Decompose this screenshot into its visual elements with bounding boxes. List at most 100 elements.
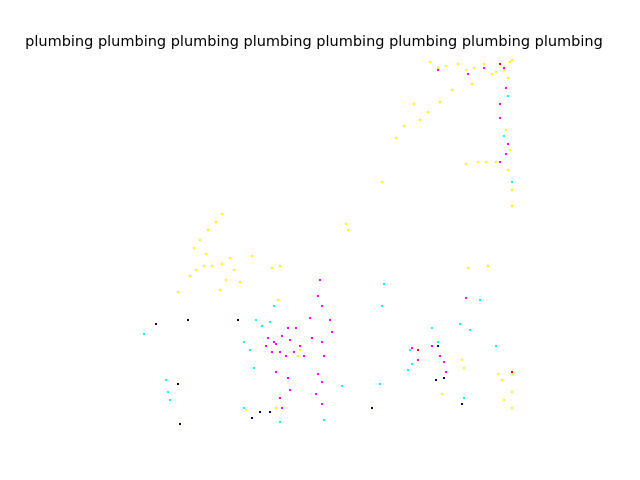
scatter-point-s0-p49 <box>239 281 241 283</box>
scatter-point-s1-p28 <box>275 343 277 345</box>
scatter-point-s0-p22 <box>505 129 507 131</box>
scatter-point-s2-p12 <box>143 333 145 335</box>
scatter-point-s0-p55 <box>487 265 489 267</box>
scatter-point-s1-p39 <box>317 373 319 375</box>
scatter-point-s3-p9 <box>435 379 437 381</box>
scatter-point-s0-p50 <box>251 255 253 257</box>
scatter-point-s1-p43 <box>431 345 433 347</box>
scatter-point-s0-p43 <box>229 257 231 259</box>
scatter-point-s0-p1 <box>437 67 439 69</box>
scatter-point-s0-p34 <box>215 221 217 223</box>
scatter-point-s1-p9 <box>499 161 501 163</box>
scatter-point-s0-p47 <box>189 275 191 277</box>
scatter-point-s0-p60 <box>511 373 513 375</box>
scatter-point-s0-p66 <box>245 409 247 411</box>
scatter-point-s0-p33 <box>221 213 223 215</box>
scatter-point-s1-p40 <box>321 381 323 383</box>
scatter-point-s0-p57 <box>463 367 465 369</box>
scatter-point-s1-p17 <box>267 337 269 339</box>
chart-title: plumbing plumbing plumbing plumbing plum… <box>25 34 603 50</box>
scatter-point-s1-p21 <box>299 345 301 347</box>
scatter-point-s2-p28 <box>243 407 245 409</box>
scatter-point-s2-p19 <box>431 327 433 329</box>
scatter-point-s0-p53 <box>277 299 279 301</box>
scatter-point-s0-p12 <box>491 73 493 75</box>
scatter-point-s0-p16 <box>427 111 429 113</box>
scatter-point-s0-p45 <box>225 279 227 281</box>
scatter-point-s0-p46 <box>219 289 221 291</box>
scatter-point-s0-p2 <box>445 65 447 67</box>
scatter-point-s0-p26 <box>511 205 513 207</box>
scatter-point-s2-p24 <box>495 345 497 347</box>
scatter-point-s0-p27 <box>477 161 479 163</box>
scatter-point-s1-p27 <box>331 331 333 333</box>
scatter-point-s3-p1 <box>187 319 189 321</box>
scatter-point-s0-p41 <box>211 265 213 267</box>
scatter-point-s1-p15 <box>295 327 297 329</box>
scatter-point-s1-p20 <box>289 339 291 341</box>
scatter-point-s3-p6 <box>259 411 261 413</box>
scatter-point-s2-p2 <box>511 181 513 183</box>
scatter-point-s1-p10 <box>465 297 467 299</box>
scatter-point-s0-p20 <box>395 137 397 139</box>
scatter-point-s0-p5 <box>473 67 475 69</box>
scatter-point-s0-p10 <box>511 59 513 61</box>
scatter-point-s1-p4 <box>505 87 507 89</box>
scatter-point-s1-p42 <box>321 403 323 405</box>
scatter-point-s1-p46 <box>445 371 447 373</box>
scatter-point-s0-p48 <box>177 291 179 293</box>
scatter-point-s0-p8 <box>503 69 505 71</box>
scatter-point-s0-p24 <box>507 169 509 171</box>
scatter-point-s1-p8 <box>505 153 507 155</box>
scatter-point-s2-p6 <box>249 349 251 351</box>
scatter-point-s2-p11 <box>169 399 171 401</box>
scatter-point-s1-p44 <box>439 355 441 357</box>
scatter-point-s0-p11 <box>507 77 509 79</box>
scatter-point-s2-p17 <box>411 363 413 365</box>
scatter-point-s1-p14 <box>309 317 311 319</box>
scatter-point-s3-p0 <box>155 323 157 325</box>
scatter-point-s4-p2 <box>499 63 501 65</box>
scatter-point-s0-p13 <box>471 83 473 85</box>
scatter-point-s1-p25 <box>323 355 325 357</box>
scatter-point-s0-p56 <box>461 359 463 361</box>
scatter-point-s0-p42 <box>221 263 223 265</box>
scatter-point-s0-p39 <box>195 269 197 271</box>
scatter-point-s3-p12 <box>437 345 439 347</box>
scatter-point-s0-p40 <box>203 265 205 267</box>
scatter-point-s2-p3 <box>255 319 257 321</box>
scatter-point-s1-p16 <box>287 327 289 329</box>
scatter-point-s0-p65 <box>275 407 277 409</box>
scatter-point-s1-p18 <box>273 341 275 343</box>
scatter-point-s2-p23 <box>479 299 481 301</box>
scatter-point-s0-p9 <box>509 61 511 63</box>
scatter-point-s2-p30 <box>323 419 325 421</box>
scatter-point-s1-p23 <box>311 337 313 339</box>
scatter-point-s1-p32 <box>271 351 273 353</box>
scatter-point-s1-p33 <box>265 345 267 347</box>
scatter-point-s0-p28 <box>485 161 487 163</box>
scatter-point-s0-p52 <box>279 265 281 267</box>
scatter-point-s0-p0 <box>429 61 431 63</box>
scatter-point-s0-p37 <box>193 247 195 249</box>
scatter-point-s0-p63 <box>503 399 505 401</box>
scatter-point-s2-p20 <box>437 341 439 343</box>
scatter-point-s0-p68 <box>297 355 299 357</box>
scatter-point-s0-p30 <box>465 163 467 165</box>
scatter-point-s2-p5 <box>269 321 271 323</box>
scatter-point-s3-p7 <box>269 411 271 413</box>
scatter-point-s3-p10 <box>443 377 445 379</box>
scatter-point-s2-p0 <box>507 95 509 97</box>
scatter-point-s4-p1 <box>511 371 513 373</box>
scatter-point-s0-p6 <box>483 63 485 65</box>
scatter-point-s3-p2 <box>237 319 239 321</box>
scatter-point-s2-p16 <box>409 349 411 351</box>
scatter-point-s0-p35 <box>207 229 209 231</box>
scatter-point-s2-p22 <box>469 329 471 331</box>
scatter-point-s1-p7 <box>507 143 509 145</box>
scatter-point-s1-p31 <box>293 351 295 353</box>
scatter-point-s1-p30 <box>285 355 287 357</box>
scatter-point-s0-p67 <box>299 349 301 351</box>
scatter-point-s4-p0 <box>417 349 419 351</box>
